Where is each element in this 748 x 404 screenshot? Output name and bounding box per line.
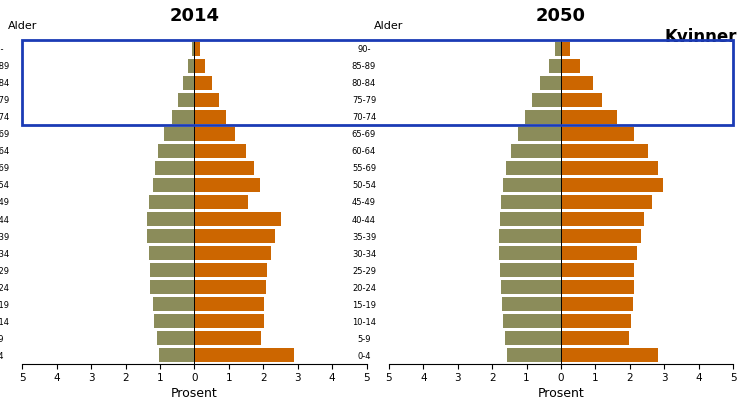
Bar <box>561 212 644 226</box>
Bar <box>506 348 561 362</box>
Bar <box>561 348 658 362</box>
Bar <box>194 42 200 56</box>
Bar <box>194 263 268 277</box>
Bar <box>194 76 212 90</box>
Title: 2050: 2050 <box>536 7 586 25</box>
Bar <box>149 246 194 260</box>
Bar <box>194 195 248 209</box>
Bar <box>561 59 580 73</box>
Title: 2014: 2014 <box>170 7 219 25</box>
Bar <box>194 161 254 175</box>
Bar <box>503 178 561 192</box>
Bar <box>501 195 561 209</box>
Text: Alder: Alder <box>374 21 404 31</box>
Bar <box>194 110 226 124</box>
Bar <box>539 76 561 90</box>
Bar <box>178 93 194 107</box>
Bar <box>194 93 219 107</box>
Bar <box>155 161 194 175</box>
Bar <box>191 42 194 56</box>
Bar <box>194 297 264 311</box>
Bar <box>194 212 281 226</box>
Bar <box>154 314 194 328</box>
Text: Alder: Alder <box>7 21 37 31</box>
Bar <box>561 195 652 209</box>
Bar <box>561 76 592 90</box>
Bar <box>549 59 561 73</box>
Bar <box>503 314 561 328</box>
Bar <box>561 127 634 141</box>
Bar <box>147 229 194 243</box>
Bar <box>505 331 561 345</box>
Bar <box>499 229 561 243</box>
Bar <box>511 144 561 158</box>
Bar <box>159 348 194 362</box>
Bar <box>561 178 663 192</box>
Bar <box>561 280 634 294</box>
X-axis label: Prosent: Prosent <box>171 387 218 400</box>
Bar <box>561 144 648 158</box>
Bar <box>153 178 194 192</box>
Bar <box>194 144 246 158</box>
Bar <box>500 212 561 226</box>
Bar <box>561 229 641 243</box>
Bar <box>561 161 658 175</box>
Bar <box>500 263 561 277</box>
Bar <box>561 331 629 345</box>
Bar <box>194 280 266 294</box>
Bar <box>194 314 264 328</box>
Bar <box>150 263 194 277</box>
Bar <box>149 195 194 209</box>
Bar <box>561 93 601 107</box>
Bar <box>532 93 561 107</box>
Bar <box>157 331 194 345</box>
Bar <box>501 280 561 294</box>
Bar <box>525 110 561 124</box>
Bar <box>506 161 561 175</box>
Bar <box>561 314 631 328</box>
Bar <box>194 331 260 345</box>
Bar <box>561 297 633 311</box>
Bar <box>183 76 194 90</box>
Bar <box>194 348 293 362</box>
Bar <box>188 59 194 73</box>
Bar <box>194 229 275 243</box>
Bar <box>153 297 194 311</box>
Bar <box>561 263 634 277</box>
Bar <box>555 42 561 56</box>
X-axis label: Prosent: Prosent <box>538 387 584 400</box>
Bar <box>502 297 561 311</box>
Bar <box>159 144 194 158</box>
Bar <box>172 110 194 124</box>
Bar <box>194 246 271 260</box>
Bar <box>194 59 205 73</box>
Bar <box>147 212 194 226</box>
Bar <box>561 42 570 56</box>
Bar <box>165 127 194 141</box>
Bar <box>194 178 260 192</box>
Bar <box>518 127 561 141</box>
Bar <box>150 280 194 294</box>
Text: Kvinner: Kvinner <box>664 28 737 46</box>
Bar <box>561 246 637 260</box>
Bar <box>194 127 235 141</box>
Bar <box>561 110 617 124</box>
Bar <box>499 246 561 260</box>
